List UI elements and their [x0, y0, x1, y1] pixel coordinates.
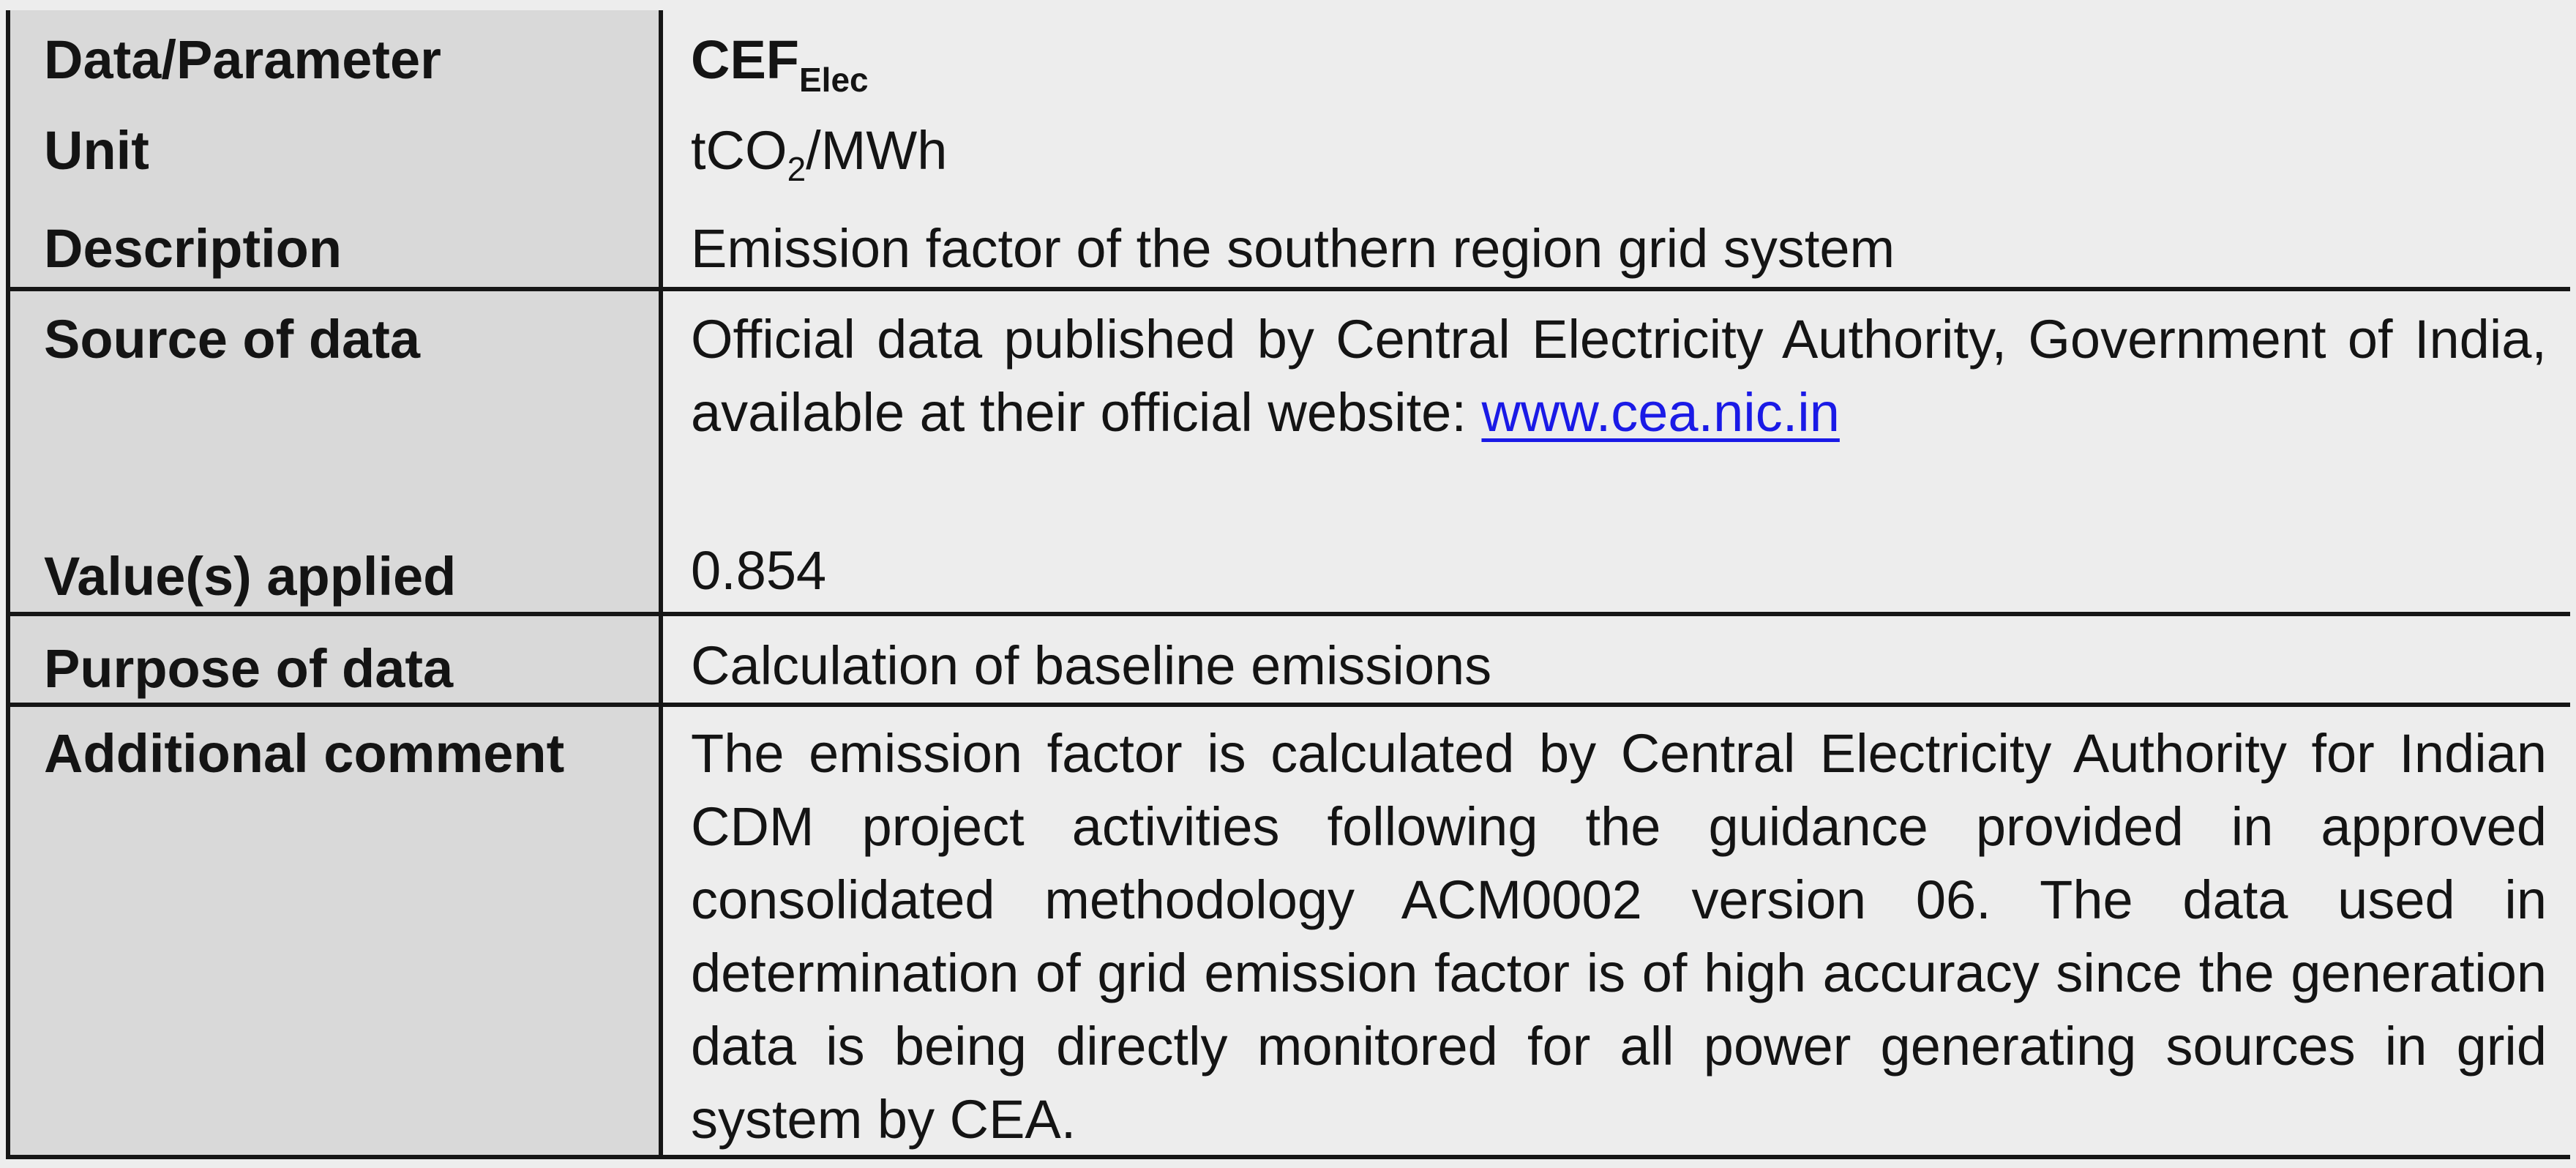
row-divider [10, 287, 2570, 291]
data-parameter-table: Data/Parameter CEFElec Unit tCO2/MWh Des… [6, 10, 2570, 1159]
column-divider [659, 10, 663, 1155]
values-applied-value: 0.854 [691, 540, 827, 601]
additional-comment-value: The emission factor is calculated by Cen… [691, 723, 2547, 1150]
description-label: Description [44, 218, 342, 279]
row-divider [10, 703, 2570, 707]
unit-label: Unit [44, 120, 149, 181]
unit-suffix: /MWh [806, 120, 948, 181]
additional-comment-label: Additional comment [44, 723, 565, 784]
unit-value: tCO2/MWh [691, 114, 947, 194]
parameter-symbol: CEF [691, 29, 799, 90]
description-value: Emission factor of the southern region g… [691, 218, 1895, 279]
cea-website-link[interactable]: www.cea.nic.in [1481, 382, 1840, 443]
data-parameter-value: CEFElec [691, 23, 869, 103]
purpose-of-data-value: Calculation of baseline emissions [691, 635, 1492, 696]
purpose-of-data-label: Purpose of data [44, 638, 454, 699]
label-column [10, 10, 659, 1155]
unit-prefix: tCO [691, 120, 787, 181]
row-divider [10, 612, 2570, 616]
unit-subscript: 2 [787, 150, 806, 188]
source-of-data-text: Official data published by Central Elect… [691, 309, 2547, 443]
parameter-subscript: Elec [799, 61, 869, 99]
data-parameter-label: Data/Parameter [44, 29, 441, 90]
values-applied-label: Value(s) applied [44, 546, 457, 607]
source-of-data-label: Source of data [44, 309, 420, 370]
source-of-data-value: Official data published by Central Elect… [691, 303, 2547, 449]
